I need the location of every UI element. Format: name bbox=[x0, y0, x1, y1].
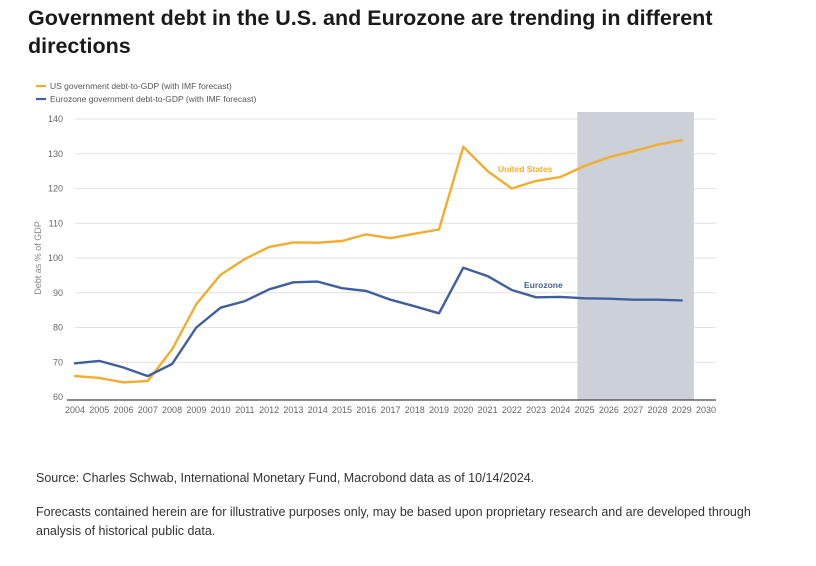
y-tick-label: 90 bbox=[53, 288, 63, 298]
x-tick-label: 2004 bbox=[65, 405, 85, 415]
x-tick-label: 2011 bbox=[235, 405, 254, 415]
annotation-united-states: United States bbox=[498, 164, 553, 174]
series-lines bbox=[73, 138, 683, 384]
x-tick-label: 2007 bbox=[138, 405, 158, 415]
annotation-eurozone: Eurozone bbox=[524, 280, 563, 290]
x-tick-label: 2013 bbox=[283, 405, 303, 415]
disclaimer-note: Forecasts contained herein are for illus… bbox=[36, 505, 751, 538]
x-tick-label: 2029 bbox=[672, 405, 692, 415]
x-tick-label: 2012 bbox=[259, 405, 279, 415]
legend: US government debt-to-GDP (with IMF fore… bbox=[36, 81, 256, 104]
x-tick-label: 2017 bbox=[380, 405, 400, 415]
x-axis-ticks: 2004 2005 2006 2007 2008 2009 2010 2011 2012 2013… bbox=[65, 405, 716, 415]
x-tick-label: 2008 bbox=[162, 405, 182, 415]
chart-title: Government debt in the U.S. and Eurozone… bbox=[28, 6, 713, 58]
y-tick-label: 110 bbox=[49, 218, 63, 228]
legend-label-eurozone: Eurozone government debt-to-GDP (with IM… bbox=[50, 94, 256, 104]
series-line-us bbox=[73, 138, 683, 384]
line-chart: 60 70 80 90 100 110 120 130 140 2004 2005 2006 2007… bbox=[33, 81, 716, 415]
x-tick-label: 2020 bbox=[453, 405, 473, 415]
x-tick-label: 2025 bbox=[575, 405, 595, 415]
y-tick-label: 70 bbox=[53, 357, 63, 367]
y-tick-label: 120 bbox=[48, 184, 63, 194]
source-note: Source: Charles Schwab, International Mo… bbox=[36, 471, 535, 485]
y-axis-label: Debt as % of GDP bbox=[33, 221, 43, 295]
x-tick-label: 2005 bbox=[89, 405, 109, 415]
x-tick-label: 2016 bbox=[356, 405, 376, 415]
y-tick-label: 60 bbox=[53, 392, 63, 402]
x-tick-label: 2021 bbox=[478, 405, 498, 415]
x-tick-label: 2019 bbox=[429, 405, 449, 415]
x-tick-label: 2014 bbox=[308, 405, 328, 415]
y-tick-label: 140 bbox=[48, 114, 63, 124]
x-tick-label: 2027 bbox=[623, 405, 643, 415]
x-tick-label: 2022 bbox=[502, 405, 522, 415]
y-tick-label: 80 bbox=[53, 323, 63, 333]
series-line-eurozone bbox=[73, 266, 683, 378]
y-axis-ticks: 60 70 80 90 100 110 120 130 140 bbox=[48, 114, 63, 402]
legend-label-us: US government debt-to-GDP (with IMF fore… bbox=[50, 81, 232, 91]
x-tick-label: 2010 bbox=[211, 405, 231, 415]
x-tick-label: 2015 bbox=[332, 405, 352, 415]
y-tick-label: 130 bbox=[48, 149, 63, 159]
x-tick-label: 2006 bbox=[114, 405, 134, 415]
x-tick-label: 2030 bbox=[696, 405, 716, 415]
x-tick-label: 2024 bbox=[550, 405, 570, 415]
x-tick-label: 2018 bbox=[405, 405, 425, 415]
y-tick-label: 100 bbox=[48, 253, 63, 263]
x-tick-label: 2026 bbox=[599, 405, 619, 415]
x-tick-label: 2028 bbox=[647, 405, 667, 415]
x-tick-label: 2023 bbox=[526, 405, 546, 415]
forecast-shading bbox=[577, 112, 694, 400]
x-tick-label: 2009 bbox=[186, 405, 206, 415]
